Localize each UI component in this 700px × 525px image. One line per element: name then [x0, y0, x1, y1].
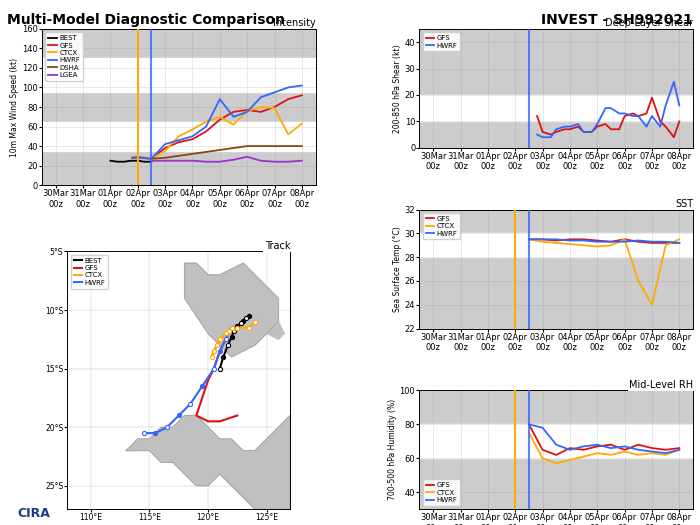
Polygon shape	[185, 263, 279, 357]
Polygon shape	[126, 415, 290, 509]
Bar	[42, 122, 316, 151]
Legend: BEST, GFS, CTCX, HWRF: BEST, GFS, CTCX, HWRF	[71, 255, 108, 289]
Text: Deep-Layer Shear: Deep-Layer Shear	[605, 18, 693, 28]
Y-axis label: 700-500 hPa Humidity (%): 700-500 hPa Humidity (%)	[388, 399, 397, 500]
Text: Intensity: Intensity	[273, 18, 316, 28]
Text: CIRA: CIRA	[18, 507, 50, 520]
Text: SST: SST	[675, 199, 693, 209]
Polygon shape	[261, 312, 284, 339]
Legend: GFS, HWRF: GFS, HWRF	[423, 33, 461, 51]
Text: Track: Track	[265, 240, 290, 250]
Bar	[419, 95, 693, 121]
Bar	[42, 58, 316, 92]
Legend: GFS, CTCX, HWRF: GFS, CTCX, HWRF	[423, 213, 461, 239]
Text: Mid-Level RH: Mid-Level RH	[629, 380, 693, 390]
Legend: BEST, GFS, CTCX, HWRF, DSHA, LGEA: BEST, GFS, CTCX, HWRF, DSHA, LGEA	[46, 33, 83, 81]
Bar	[419, 234, 693, 257]
Text: INVEST - SH992021: INVEST - SH992021	[541, 13, 693, 27]
Bar	[419, 424, 693, 458]
Y-axis label: 10m Max Wind Speed (kt): 10m Max Wind Speed (kt)	[10, 57, 19, 156]
Legend: GFS, CTCX, HWRF: GFS, CTCX, HWRF	[423, 479, 461, 506]
Y-axis label: 200-850 hPa Shear (kt): 200-850 hPa Shear (kt)	[393, 44, 402, 133]
Text: Multi-Model Diagnostic Comparison: Multi-Model Diagnostic Comparison	[7, 13, 285, 27]
Y-axis label: Sea Surface Temp (°C): Sea Surface Temp (°C)	[393, 226, 402, 312]
